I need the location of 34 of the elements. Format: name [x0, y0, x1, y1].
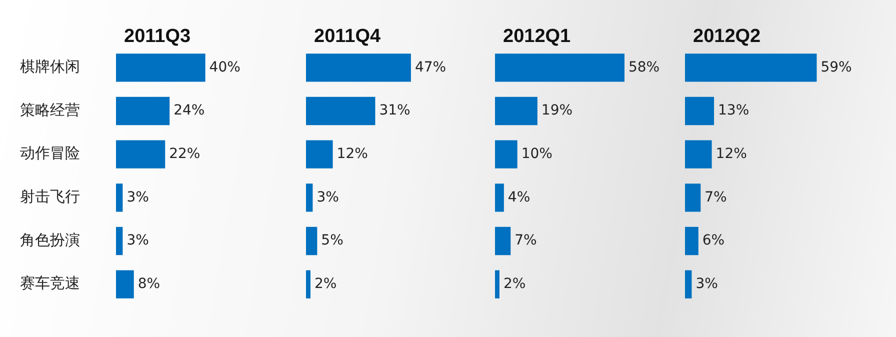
- data-label: 31%: [378, 102, 410, 119]
- data-label: 5%: [320, 232, 343, 249]
- data-label: 13%: [718, 102, 749, 119]
- data-label: 3%: [126, 232, 149, 249]
- data-label: 24%: [174, 102, 205, 119]
- data-label: 3%: [695, 276, 718, 292]
- data-label: 7%: [704, 189, 726, 206]
- data-label: 4%: [508, 189, 530, 206]
- y-tick-label: 射击飞行: [20, 188, 80, 206]
- data-label: 40%: [209, 59, 240, 76]
- chart-title: 2011Q3: [124, 26, 191, 47]
- data-label: 8%: [138, 276, 160, 292]
- chart-title: 2012Q1: [503, 26, 572, 47]
- y-tick-label: 角色扮演: [20, 230, 80, 249]
- y-tick-label: 赛车竞速: [20, 274, 80, 292]
- data-label: 59%: [820, 59, 852, 76]
- data-label: 12%: [715, 146, 746, 162]
- data-label: 10%: [521, 146, 552, 162]
- y-tick-label: 动作冒险: [20, 144, 80, 162]
- data-label: 3%: [316, 189, 338, 206]
- data-label: 6%: [702, 232, 724, 249]
- y-tick-label: 策略经营: [20, 100, 80, 119]
- y-tick-label: 棋牌休闲: [20, 58, 80, 76]
- data-label: 2%: [314, 276, 336, 292]
- data-label: 47%: [414, 59, 446, 76]
- data-label: 7%: [514, 232, 537, 249]
- chart-title: 2011Q4: [314, 26, 380, 47]
- data-label: 58%: [628, 59, 660, 76]
- data-label: 19%: [541, 102, 573, 119]
- data-label: 2%: [503, 276, 526, 292]
- data-label: 22%: [169, 146, 200, 162]
- data-label: 3%: [126, 189, 149, 206]
- chart-title: 2012Q2: [692, 26, 760, 47]
- data-label: 12%: [336, 146, 368, 162]
